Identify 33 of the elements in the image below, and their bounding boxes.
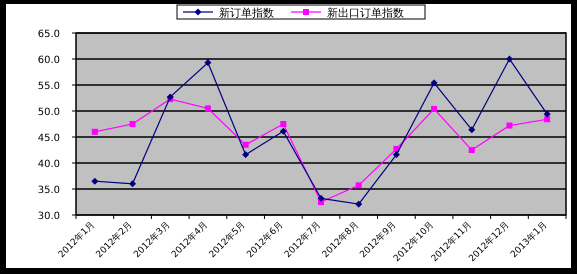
point xyxy=(280,128,287,135)
point xyxy=(204,59,212,66)
point xyxy=(468,126,476,134)
point xyxy=(130,121,136,127)
point xyxy=(242,142,249,148)
legend-label: 新订单指数 xyxy=(219,6,274,20)
point xyxy=(280,121,286,127)
y-tick-label: 60.0 xyxy=(38,55,60,66)
point xyxy=(355,200,362,208)
point xyxy=(91,178,98,185)
point xyxy=(506,122,512,129)
point xyxy=(468,147,475,153)
y-tick-label: 35.0 xyxy=(38,185,60,196)
point xyxy=(242,151,250,158)
point xyxy=(430,79,438,86)
point xyxy=(544,116,550,122)
point xyxy=(544,110,551,118)
y-tick-label: 55.0 xyxy=(38,81,60,92)
y-tick-label: 40.0 xyxy=(38,159,60,170)
point xyxy=(356,182,362,188)
point xyxy=(506,56,513,62)
point xyxy=(431,106,438,112)
y-tick-label: 45.0 xyxy=(38,133,60,144)
y-tick-label: 65.0 xyxy=(38,29,60,40)
y-tick-label: 50.0 xyxy=(38,107,60,118)
point xyxy=(129,180,136,188)
point xyxy=(392,151,400,158)
legend-label: 新出口订单指数 xyxy=(327,6,404,20)
point xyxy=(204,105,211,112)
y-tick-label: 30.0 xyxy=(38,211,60,222)
point xyxy=(318,194,324,202)
point xyxy=(166,93,174,100)
point xyxy=(92,128,98,135)
